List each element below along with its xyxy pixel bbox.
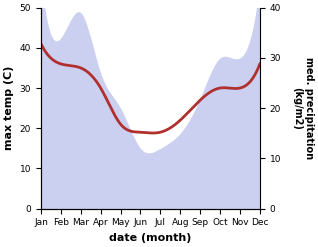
X-axis label: date (month): date (month) [109,233,192,243]
Y-axis label: med. precipitation
(kg/m2): med. precipitation (kg/m2) [292,57,314,159]
Y-axis label: max temp (C): max temp (C) [4,66,14,150]
